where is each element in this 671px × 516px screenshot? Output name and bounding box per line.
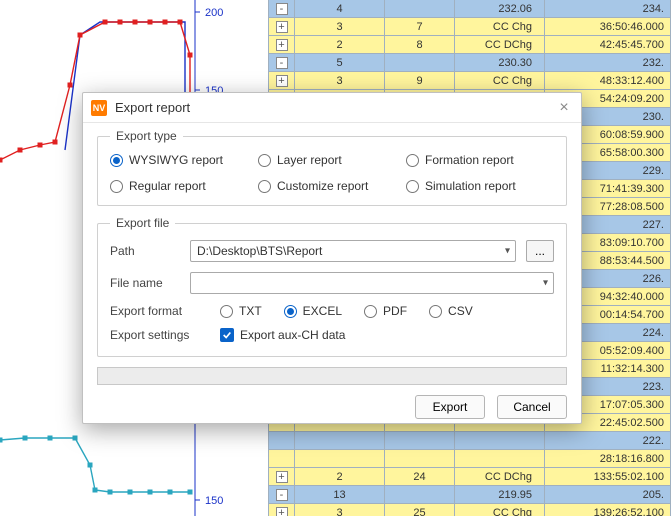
export-report-dialog: NV Export report × Export type WYSIWYG r…: [82, 92, 582, 424]
table-row: +28CC DChg42:45:45.700: [269, 36, 671, 54]
export-type-legend: Export type: [110, 129, 183, 143]
progress-bar: [97, 367, 567, 385]
settings-label: Export settings: [110, 328, 210, 342]
format-csv-radio[interactable]: CSV: [429, 304, 473, 318]
export-type-group: Export type WYSIWYG reportLayer reportFo…: [97, 129, 567, 206]
table-row: 222.: [269, 432, 671, 450]
path-input[interactable]: [190, 240, 516, 262]
aux-label: Export aux-CH data: [240, 328, 345, 342]
filename-input[interactable]: [190, 272, 554, 294]
format-txt-radio[interactable]: TXT: [220, 304, 262, 318]
type-regular-radio[interactable]: Regular report: [110, 179, 258, 193]
table-row: -13219.95205.: [269, 486, 671, 504]
format-label: Export format: [110, 304, 210, 318]
aux-checkbox[interactable]: Export aux-CH data: [220, 328, 345, 342]
format-excel-radio[interactable]: EXCEL: [284, 304, 342, 318]
table-row: +37CC Chg36:50:46.000: [269, 18, 671, 36]
format-pdf-radio[interactable]: PDF: [364, 304, 407, 318]
app-icon: NV: [91, 100, 107, 116]
table-row: -5230.30232.: [269, 54, 671, 72]
type-customize-radio[interactable]: Customize report: [258, 179, 406, 193]
filename-label: File name: [110, 276, 180, 290]
type-formation-radio[interactable]: Formation report: [406, 153, 554, 167]
table-row: 28:18:16.800: [269, 450, 671, 468]
svg-text:150: 150: [205, 495, 223, 507]
cancel-button[interactable]: Cancel: [497, 395, 567, 419]
dialog-title: Export report: [115, 100, 547, 115]
export-file-legend: Export file: [110, 216, 175, 230]
export-button[interactable]: Export: [415, 395, 485, 419]
table-row: +224CC DChg133:55:02.100: [269, 468, 671, 486]
table-row: -4232.06234.: [269, 0, 671, 18]
type-simulation-radio[interactable]: Simulation report: [406, 179, 554, 193]
type-wysiwyg-radio[interactable]: WYSIWYG report: [110, 153, 258, 167]
table-row: +325CC Chg139:26:52.100: [269, 504, 671, 516]
svg-text:200: 200: [205, 7, 223, 19]
export-file-group: Export file Path ▾ ... File name ▾: [97, 216, 567, 357]
close-icon[interactable]: ×: [555, 99, 573, 117]
path-label: Path: [110, 244, 180, 258]
table-row: +39CC Chg48:33:12.400: [269, 72, 671, 90]
browse-button[interactable]: ...: [526, 240, 554, 262]
type-layer-radio[interactable]: Layer report: [258, 153, 406, 167]
